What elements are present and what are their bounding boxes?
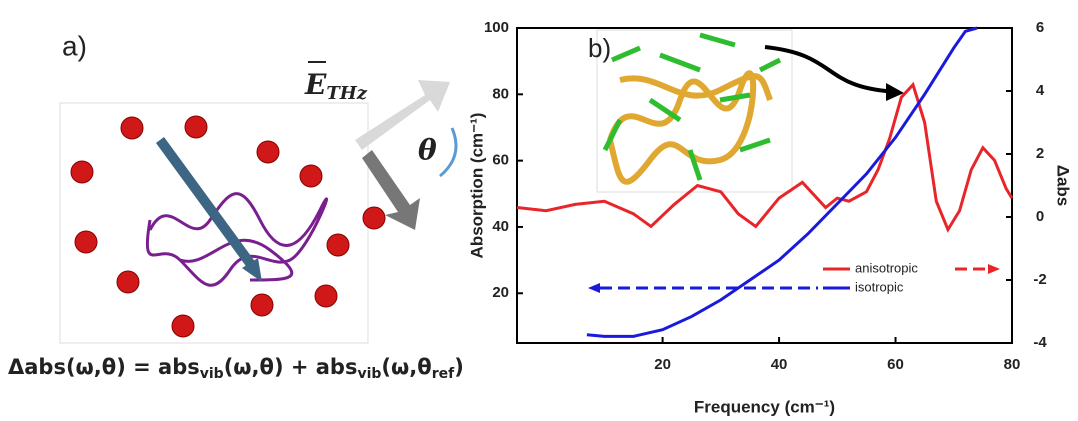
series-line [586,26,978,338]
y2-tick-label: 2 [1036,145,1044,162]
mode-arrow [602,118,623,152]
protein [145,192,329,287]
pointer-arrow [764,45,899,94]
polarization-arrow [362,150,420,230]
pointer-head [886,83,904,101]
axis-arrow-head [588,283,600,293]
subscript: vib [357,366,381,382]
angle-label: θ [418,134,437,167]
y2-tick-label: 0 [1036,208,1044,225]
equation-part: ) [454,355,464,379]
mode-arrow [699,32,736,48]
equation: Δabs(ω,θ) = absvib(ω,θ) + absvib(ω,θref) [8,355,464,382]
y-tick-label: 60 [492,152,509,169]
y2-tick-label: 4 [1036,82,1045,99]
x-tick-label: 20 [654,356,671,373]
equation-part: (ω,θ [381,355,431,379]
subscript: ref [432,366,455,382]
mode-arrow [758,57,782,73]
axis-arrow-head [988,264,1000,274]
water-molecules [70,115,386,338]
x-tick-label: 80 [1004,356,1021,373]
mode-arrow [719,92,751,103]
panel-a: a) ETHz θ Δabs(ω,θ) = absvib(ω,θ) + absv… [8,30,464,382]
mode-arrow [739,137,771,153]
equation-part: Δabs(ω,θ) = abs [8,355,200,379]
y-tick-label: 40 [492,218,509,235]
y-tick-label: 20 [492,284,509,301]
panel-label: a) [62,30,87,61]
y2-axis-label: Δabs [1054,165,1073,207]
mode-arrow [611,45,641,63]
simulation-box [59,102,369,344]
x-tick-label: 40 [771,356,788,373]
x-axis-label: Frequency (cm⁻¹) [694,397,835,416]
arrow-head [242,258,262,282]
mode-arrow [687,149,703,181]
plot-frame [516,27,1013,344]
x-tick-label: 60 [887,356,904,373]
polarization-arrow [355,80,450,150]
equation-part: (ω,θ) + abs [224,355,358,379]
protein-ribbon [607,70,773,185]
y2-tick-label: -2 [1033,271,1046,288]
field-label: ETHz [304,68,368,105]
legend-label: anisotropic [855,260,918,275]
panel-b: b) 20 40 60 80 20 40 60 80 100 -4 -2 0 2 4 6 Frequency (… [467,19,1072,417]
subscript: vib [200,366,224,382]
mode-arrow [659,52,701,73]
y-axis-label: Absorption (cm⁻¹) [467,113,486,259]
legend-label: isotropic [855,279,904,294]
mode-arrow [648,97,682,123]
y-tick-label: 80 [492,85,509,102]
y-tick-label: 100 [484,19,509,36]
y2-tick-label: 6 [1036,19,1044,36]
y2-tick-label: -4 [1033,334,1047,351]
panel-label: b) [588,33,611,63]
angle-arc [439,127,458,178]
field-arrow [155,137,260,273]
